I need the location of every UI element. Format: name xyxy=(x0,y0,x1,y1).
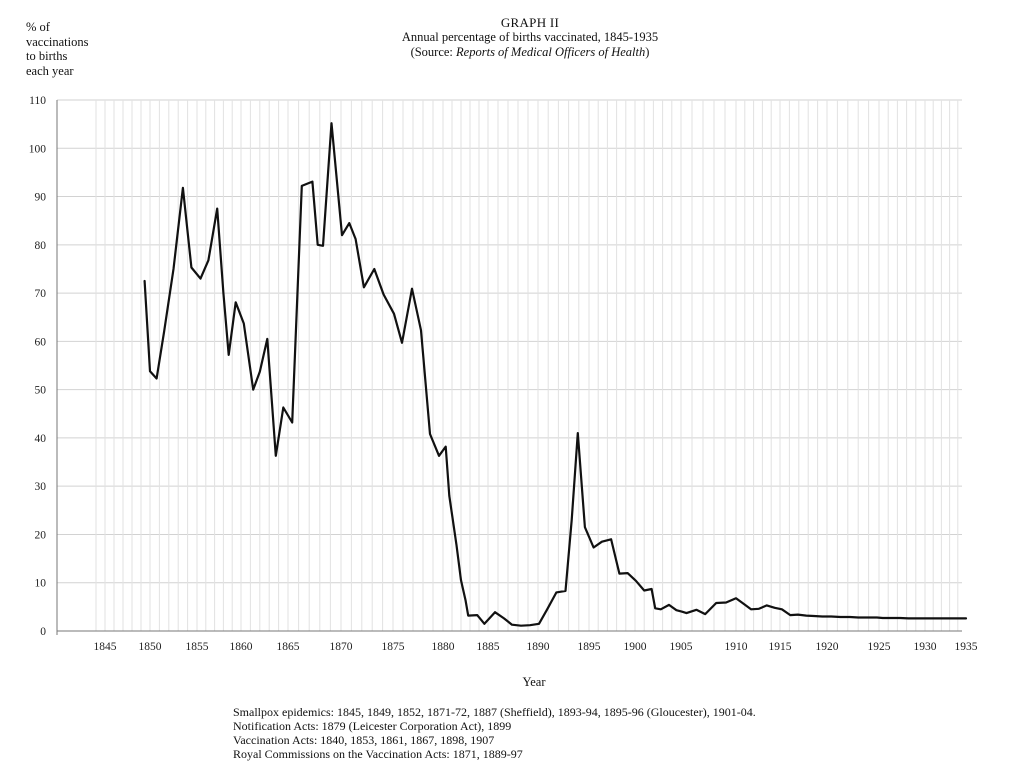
y-tick-label: 50 xyxy=(35,385,47,397)
x-tick-label: 1865 xyxy=(277,641,300,653)
x-tick-label: 1845 xyxy=(94,641,117,653)
x-tick-label: 1905 xyxy=(670,641,693,653)
x-tick-label: 1875 xyxy=(382,641,405,653)
y-tick-label: 40 xyxy=(35,433,47,445)
x-tick-label: 1850 xyxy=(139,641,162,653)
series-line xyxy=(143,122,968,627)
x-tick-label: 1895 xyxy=(578,641,601,653)
x-tick-label: 1900 xyxy=(624,641,647,653)
y-tick-label: 90 xyxy=(35,192,47,204)
x-tick-label: 1920 xyxy=(816,641,839,653)
x-tick-label: 1870 xyxy=(330,641,353,653)
x-tick-label: 1910 xyxy=(725,641,748,653)
y-axis-label-line: vaccinations xyxy=(26,34,89,49)
chart-subtitle: Annual percentage of births vaccinated, … xyxy=(401,30,659,44)
note-line: Notification Acts: 1879 (Leicester Corpo… xyxy=(233,719,512,733)
x-tick-label: 1885 xyxy=(477,641,500,653)
y-tick-label: 20 xyxy=(35,529,47,541)
x-tick-label: 1930 xyxy=(914,641,937,653)
y-tick-label: 30 xyxy=(35,481,47,493)
y-tick-label: 70 xyxy=(35,288,47,300)
x-tick-label: 1890 xyxy=(527,641,550,653)
chart-title: GRAPH II xyxy=(500,15,560,30)
y-axis-label: % of vaccinations to births each year xyxy=(26,20,88,78)
y-tick-label: 110 xyxy=(29,95,46,107)
note-line: Vaccination Acts: 1840, 1853, 1861, 1867… xyxy=(233,733,495,747)
y-tick-label: 100 xyxy=(29,143,47,155)
chart-title-block: GRAPH II Annual percentage of births vac… xyxy=(300,15,760,60)
x-axis-title: Year xyxy=(522,675,546,689)
source-suffix: ) xyxy=(645,45,650,59)
y-tick-label: 10 xyxy=(35,578,47,590)
x-tick-label: 1855 xyxy=(186,641,209,653)
chart-source: (Source: Reports of Medical Officers of … xyxy=(300,45,760,60)
x-tick-label: 1935 xyxy=(955,641,978,653)
note-line: Smallpox epidemics: 1845, 1849, 1852, 18… xyxy=(233,705,756,719)
note-line: Royal Commissions on the Vaccination Act… xyxy=(233,747,523,761)
x-tick-label: 1925 xyxy=(868,641,891,653)
x-tick-label: 1880 xyxy=(432,641,455,653)
chart-notes: Smallpox epidemics: 1845, 1849, 1852, 18… xyxy=(233,705,756,761)
y-tick-label: 60 xyxy=(35,336,47,348)
y-axis-label-line: each year xyxy=(26,63,74,78)
y-tick-label: 0 xyxy=(40,626,46,638)
y-tick-label: 80 xyxy=(35,240,47,252)
x-tick-label: 1915 xyxy=(769,641,792,653)
source-prefix: (Source: xyxy=(410,45,457,59)
line-chart: 0 10 20 30 40 50 60 70 80 90 100 110 1845 1850 1855 186… xyxy=(29,95,978,689)
y-axis-label-line: to births xyxy=(26,49,68,63)
source-title: Reports of Medical Officers of Health xyxy=(456,45,646,59)
x-tick-label: 1860 xyxy=(230,641,253,653)
y-axis-label-line: % of xyxy=(26,20,50,34)
